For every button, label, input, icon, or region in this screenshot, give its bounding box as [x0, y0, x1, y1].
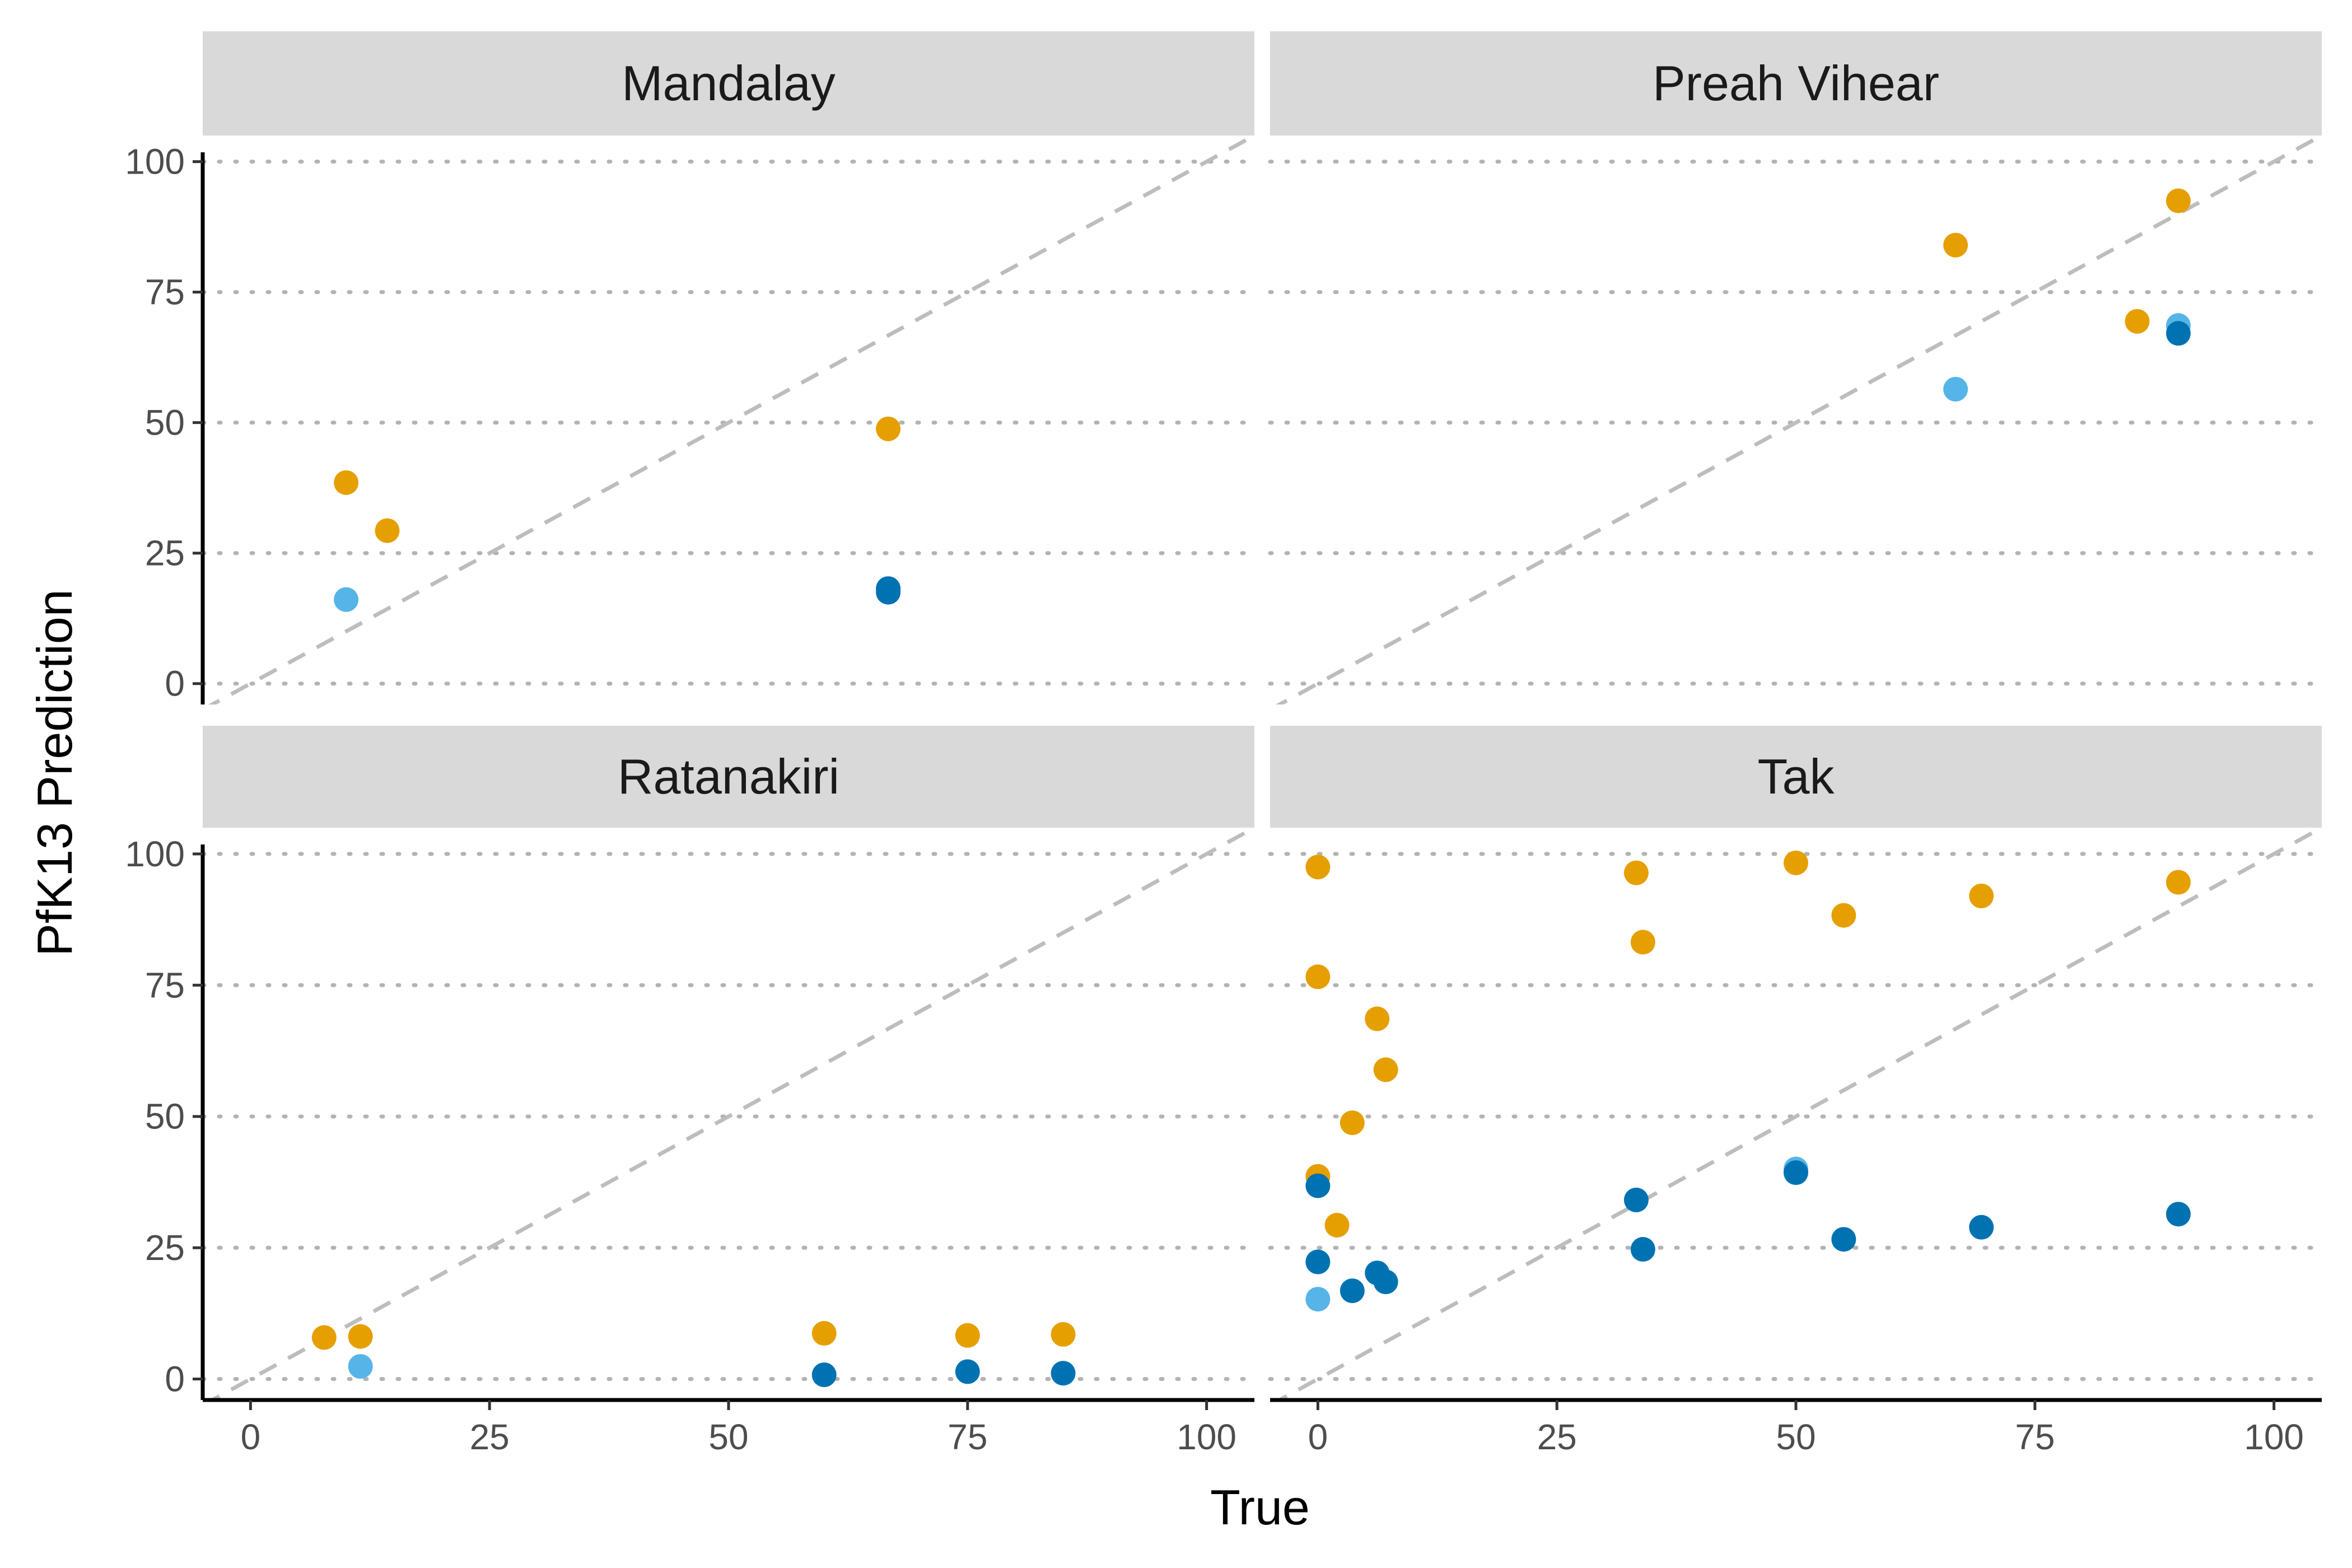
- data-point: [2166, 321, 2191, 346]
- data-point: [1831, 903, 1856, 928]
- facet-strip: [203, 726, 1254, 828]
- facet-preah-vihear: Preah Vihear: [1268, 31, 2324, 704]
- data-point: [1305, 1249, 1331, 1275]
- data-point: [1969, 1215, 1994, 1240]
- data-point: [375, 518, 400, 543]
- data-point: [1969, 883, 1994, 908]
- y-tick-label: 50: [145, 1096, 185, 1137]
- data-point: [1373, 1270, 1398, 1295]
- data-point: [876, 580, 901, 605]
- y-tick-label: 75: [145, 965, 185, 1005]
- identity-reference-line: [208, 136, 1254, 704]
- data-point: [876, 416, 901, 441]
- data-point: [334, 470, 359, 495]
- data-point: [311, 1325, 337, 1350]
- data-point: [1365, 1006, 1390, 1032]
- facet-ratanakiri: Ratanakiri 0 25 50 75 100 0 25 50 75 100: [125, 726, 1257, 1457]
- x-tick-label: 25: [470, 1417, 510, 1457]
- identity-reference-line: [208, 828, 1254, 1400]
- facet-tak: Tak 0 25 50 75 100: [1268, 726, 2324, 1457]
- data-point: [1324, 1212, 1350, 1238]
- data-point: [1340, 1110, 1365, 1135]
- identity-reference-line: [1275, 828, 2322, 1400]
- facet-title: Ratanakiri: [618, 749, 839, 804]
- y-tick-label: 25: [145, 1228, 185, 1268]
- data-point: [1943, 377, 1968, 402]
- x-tick-label: 0: [241, 1417, 261, 1457]
- y-tick-label: 0: [165, 1359, 185, 1399]
- facet-mandalay: Mandalay 0 25 50 75 100: [125, 31, 1257, 704]
- y-tick-label: 100: [125, 834, 185, 874]
- facet-title: Tak: [1758, 749, 1835, 804]
- data-point: [1784, 1160, 1808, 1186]
- x-tick-label: 75: [948, 1417, 987, 1457]
- x-tick-label: 100: [2244, 1417, 2304, 1457]
- data-point: [811, 1320, 837, 1346]
- data-point: [1305, 855, 1331, 880]
- data-point: [2166, 870, 2191, 895]
- data-point: [348, 1354, 373, 1379]
- data-point: [1340, 1278, 1365, 1303]
- data-point: [1305, 1286, 1331, 1312]
- data-point: [334, 587, 359, 612]
- facet-title: Mandalay: [622, 55, 836, 111]
- data-point: [1831, 1227, 1856, 1252]
- data-point: [1051, 1322, 1076, 1347]
- facet-strip: [1270, 31, 2322, 136]
- data-point: [2125, 309, 2150, 334]
- x-tick-label: 50: [708, 1417, 748, 1457]
- data-point: [1373, 1057, 1398, 1082]
- data-point: [1630, 930, 1655, 955]
- facet-panels: Mandalay 0 25 50 75 100 Preah Vihear Ratanakiri…: [125, 31, 2324, 1457]
- y-tick-label: 75: [145, 272, 185, 312]
- data-point: [1305, 964, 1331, 990]
- x-axis-title: True: [1210, 1480, 1310, 1535]
- facet-strip: [1270, 726, 2322, 828]
- facet-title: Preah Vihear: [1653, 55, 1939, 111]
- y-tick-label: 50: [145, 403, 185, 443]
- data-point: [1784, 850, 1808, 875]
- data-point: [1630, 1236, 1655, 1262]
- x-tick-label: 50: [1776, 1417, 1816, 1457]
- data-point: [1051, 1361, 1076, 1386]
- facet-strip: [203, 31, 1254, 136]
- data-point: [1943, 232, 1968, 258]
- x-tick-label: 25: [1537, 1417, 1577, 1457]
- data-point: [955, 1323, 980, 1348]
- data-point: [2166, 188, 2191, 213]
- x-tick-label: 100: [1177, 1417, 1236, 1457]
- x-tick-label: 0: [1308, 1417, 1328, 1457]
- data-point: [2166, 1202, 2191, 1227]
- y-tick-label: 25: [145, 533, 185, 573]
- identity-reference-line: [1275, 136, 2322, 704]
- data-point: [348, 1324, 373, 1349]
- x-tick-label: 75: [2015, 1417, 2055, 1457]
- data-point: [1305, 1173, 1331, 1198]
- data-point: [1623, 860, 1649, 885]
- data-point: [1623, 1187, 1649, 1212]
- data-point: [955, 1359, 980, 1384]
- y-tick-label: 100: [125, 142, 185, 182]
- data-point: [811, 1362, 837, 1387]
- y-tick-label: 0: [165, 664, 185, 704]
- y-axis-title: PfK13 Prediction: [27, 589, 82, 956]
